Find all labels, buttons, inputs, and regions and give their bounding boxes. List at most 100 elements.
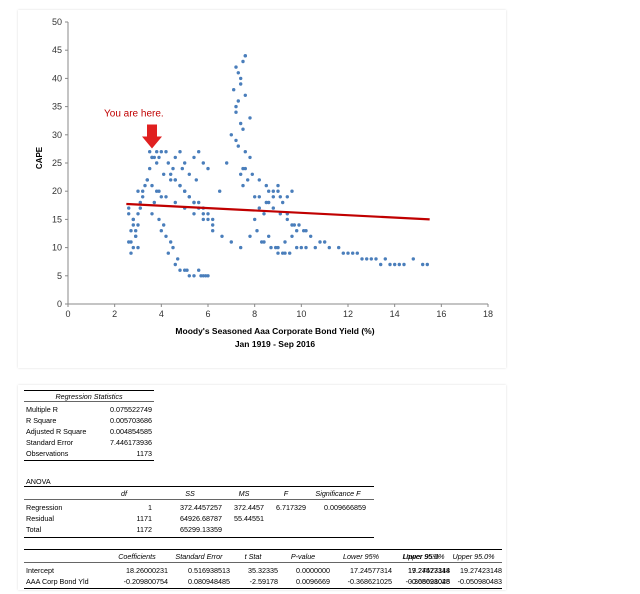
anova-header: MS	[238, 489, 250, 498]
data-point	[262, 212, 266, 216]
coef-header: Lower 95.0%	[402, 552, 445, 561]
data-point	[127, 212, 131, 216]
annotation-label: You are here.	[104, 109, 164, 120]
data-point	[276, 189, 280, 193]
y-tick-label: 20	[52, 186, 62, 196]
data-point	[187, 195, 191, 199]
data-point	[169, 178, 173, 182]
data-point	[297, 223, 301, 227]
anova-cell: 1	[148, 503, 152, 512]
data-point	[236, 71, 240, 75]
data-point	[248, 234, 252, 238]
x-tick-label: 12	[343, 309, 353, 319]
y-tick-label: 40	[52, 73, 62, 83]
trendline	[126, 202, 430, 221]
data-point	[346, 251, 350, 255]
x-tick-label: 10	[296, 309, 306, 319]
data-point	[327, 245, 331, 250]
data-point	[337, 245, 341, 250]
data-point	[388, 262, 392, 267]
data-point	[246, 178, 250, 182]
data-point	[183, 161, 187, 165]
data-point	[351, 251, 355, 255]
anova-cell: 64926.68787	[180, 514, 222, 523]
data-point	[285, 195, 289, 199]
data-point	[143, 183, 147, 188]
stat-label: Adjusted R Square	[26, 427, 87, 436]
data-point	[241, 183, 245, 188]
data-point	[271, 206, 275, 210]
data-point	[309, 234, 313, 238]
data-point	[255, 229, 259, 233]
down-arrow-icon	[142, 124, 162, 149]
data-point	[206, 212, 210, 216]
coef-cell: 0.0000000	[296, 566, 330, 575]
x-tick-label: 4	[159, 309, 164, 319]
anova-cell: 0.009666859	[324, 503, 366, 512]
stat-value: 0.004854585	[110, 427, 152, 436]
data-point	[152, 155, 156, 160]
data-point	[150, 212, 154, 216]
data-point	[267, 200, 271, 205]
data-point	[236, 99, 240, 103]
data-point	[185, 268, 189, 272]
data-point	[264, 183, 268, 188]
data-point	[220, 234, 224, 238]
data-point	[134, 229, 138, 233]
coef-cell: -0.368621025	[405, 577, 450, 586]
stat-value: 7.446173936	[110, 438, 152, 447]
data-point	[369, 257, 373, 261]
data-point	[374, 257, 378, 261]
annotation-layer: You are here.	[104, 109, 164, 149]
data-point	[157, 217, 161, 222]
anova-cell: Residual	[26, 514, 54, 523]
anova-cell: Regression	[26, 503, 63, 512]
data-point	[171, 245, 175, 250]
data-point	[131, 217, 135, 222]
data-point	[159, 150, 163, 154]
data-point	[295, 245, 299, 250]
data-point	[365, 257, 369, 261]
data-point	[159, 229, 163, 233]
x-tick-label: 2	[112, 309, 117, 319]
data-point	[138, 200, 142, 205]
data-point	[178, 268, 182, 272]
data-point	[234, 110, 238, 114]
data-point	[211, 229, 215, 233]
data-point	[131, 223, 135, 227]
data-point	[250, 172, 254, 176]
coef-cell: 19.27423148	[460, 566, 502, 575]
data-point	[164, 234, 168, 238]
table-rule	[24, 549, 502, 550]
data-point	[183, 189, 187, 193]
axes: 0 5 10 15 20 25 30 35 40 45 50 0 2 4 6 8 10 12 14 16 18	[52, 17, 493, 319]
coef-cell: 0.080948485	[188, 577, 230, 586]
data-point	[211, 223, 215, 227]
data-point	[421, 262, 425, 267]
data-point	[278, 212, 282, 216]
data-point	[281, 200, 285, 205]
x-tick-label: 14	[390, 309, 400, 319]
coef-cell: -0.05098048	[409, 577, 450, 586]
data-point	[292, 223, 296, 227]
x-tick-label: 16	[436, 309, 446, 319]
data-point	[159, 195, 163, 199]
data-point	[243, 93, 247, 98]
x-axis-label: Moody's Seasoned Aaa Corporate Bond Yiel…	[175, 326, 374, 336]
data-point	[360, 257, 364, 261]
stat-value: 0.075522749	[110, 405, 152, 414]
data-point	[141, 189, 145, 193]
data-point	[234, 104, 238, 109]
x-axis-sublabel: Jan 1919 - Sep 2016	[235, 339, 316, 349]
data-point	[313, 245, 317, 250]
data-point	[290, 234, 294, 238]
data-point	[276, 245, 280, 250]
data-point	[341, 251, 345, 255]
data-point	[176, 257, 180, 261]
table-rule	[24, 499, 374, 500]
data-point	[218, 189, 222, 193]
stat-value: 1173	[136, 449, 152, 458]
data-point	[411, 257, 415, 261]
data-point	[425, 262, 429, 267]
y-tick-label: 15	[52, 214, 62, 224]
